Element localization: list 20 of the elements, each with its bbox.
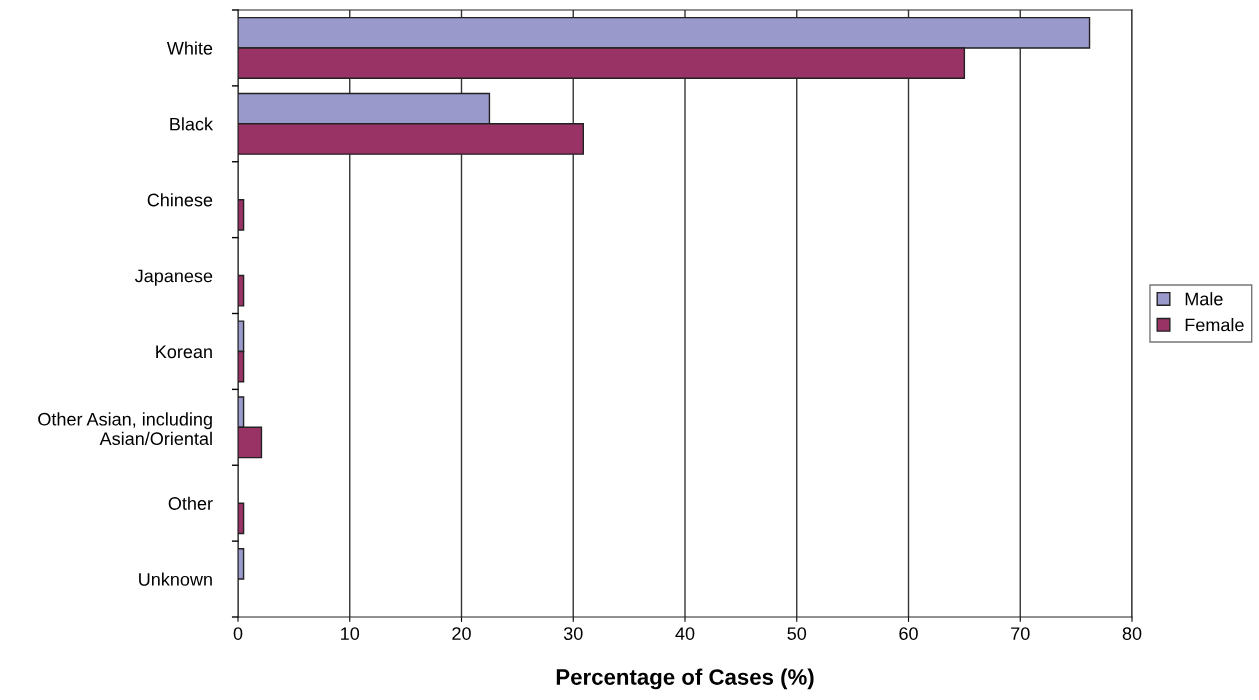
y-tick-label: Other <box>168 496 213 510</box>
y-tick-label: Japanese <box>134 269 213 286</box>
y-tick-label: Korean <box>156 345 212 359</box>
x-tick-label: 80 <box>1122 627 1142 640</box>
legend-label: Female <box>1185 318 1244 332</box>
x-tick-label: 30 <box>563 627 583 640</box>
y-tick-label: Black <box>170 117 214 131</box>
x-tick-label: 20 <box>452 627 471 640</box>
x-tick-label: 40 <box>675 627 695 640</box>
x-tick-label: 10 <box>341 627 360 640</box>
x-axis-title: Percentage of Cases (%) <box>556 668 814 690</box>
y-tick-label: Unknown <box>139 572 212 586</box>
x-tick-label: 60 <box>899 627 918 640</box>
x-tick-label: 70 <box>1011 627 1030 640</box>
y-tick-label: Chinese <box>147 193 213 207</box>
x-tick-label: 0 <box>233 627 243 640</box>
legend-label: Male <box>1185 292 1223 306</box>
x-tick-label: 50 <box>787 627 807 640</box>
y-tick-label: Other Asian, including Asian/Oriental <box>38 412 212 446</box>
y-tick-label: White <box>166 41 213 55</box>
